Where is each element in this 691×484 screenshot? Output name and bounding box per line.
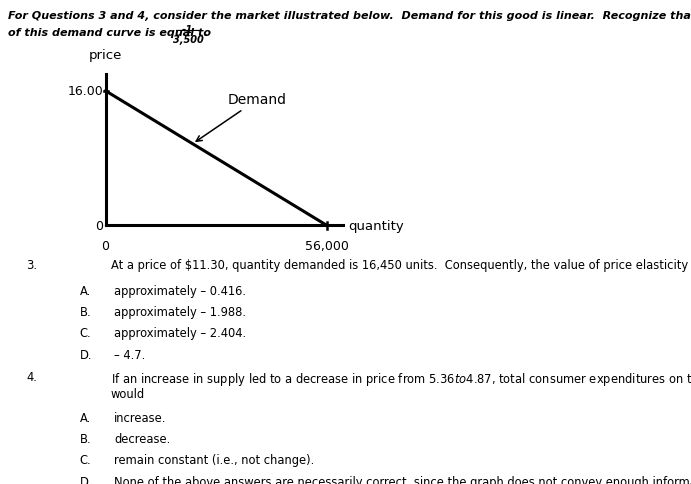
Text: B.: B. [79, 432, 91, 445]
Text: remain constant (i.e., not change).: remain constant (i.e., not change). [114, 454, 314, 467]
Text: approximately – 2.404.: approximately – 2.404. [114, 327, 246, 340]
Text: 3.: 3. [26, 259, 37, 272]
Text: None of the above answers are necessarily correct, since the graph does not conv: None of the above answers are necessaril… [114, 475, 691, 484]
Text: D.: D. [79, 348, 92, 361]
Text: C.: C. [79, 454, 91, 467]
Text: approximately – 1.988.: approximately – 1.988. [114, 305, 246, 318]
Text: increase.: increase. [114, 411, 167, 424]
Text: approximately – 0.416.: approximately – 0.416. [114, 284, 246, 297]
Text: B.: B. [79, 305, 91, 318]
Text: 4.: 4. [26, 370, 37, 383]
Text: would: would [111, 388, 144, 401]
Text: A.: A. [79, 411, 91, 424]
Text: – 4.7.: – 4.7. [114, 348, 145, 361]
Text: Demand: Demand [196, 93, 287, 142]
Text: C.: C. [79, 327, 91, 340]
Text: A.: A. [79, 284, 91, 297]
Text: If an increase in supply led to a decrease in price from $5.36 to $4.87, total c: If an increase in supply led to a decrea… [111, 370, 691, 387]
Text: 56,000: 56,000 [305, 239, 349, 252]
Text: .: . [203, 28, 207, 38]
Text: of this demand curve is equal to: of this demand curve is equal to [8, 28, 215, 38]
Text: -1: -1 [182, 25, 193, 35]
Text: At a price of $11.30, quantity demanded is 16,450 units.  Consequently, the valu: At a price of $11.30, quantity demanded … [111, 259, 691, 272]
Text: 16.00: 16.00 [68, 85, 103, 98]
Text: 0: 0 [102, 239, 110, 252]
Text: decrease.: decrease. [114, 432, 170, 445]
Text: 0: 0 [95, 219, 103, 232]
Text: 3,500: 3,500 [173, 35, 203, 45]
Text: For Questions 3 and 4, consider the market illustrated below.  Demand for this g: For Questions 3 and 4, consider the mark… [8, 11, 691, 21]
Text: D.: D. [79, 475, 92, 484]
Text: price: price [89, 49, 122, 62]
Text: quantity: quantity [348, 219, 404, 232]
